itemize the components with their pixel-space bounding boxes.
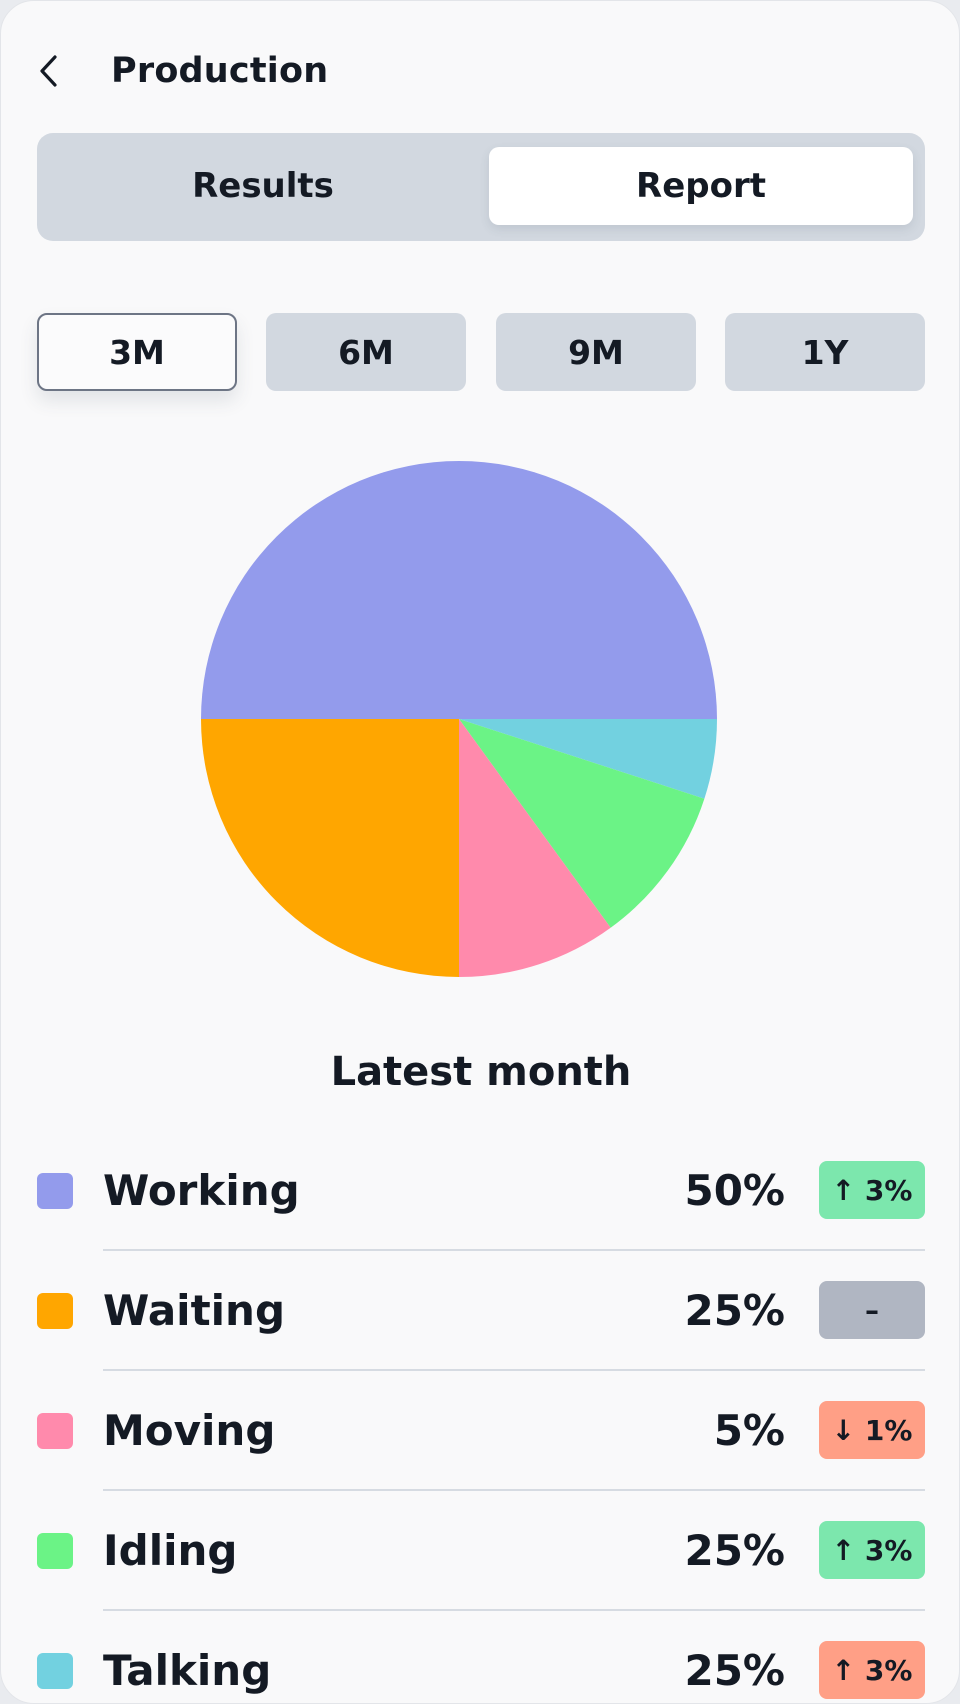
tab-report[interactable]: Report [489,147,913,225]
back-button[interactable] [37,41,77,101]
chevron-left-icon [40,55,57,87]
talking-swatch [37,1653,73,1689]
range-9m-button[interactable]: 9M [496,313,696,391]
trend-badge: ↑ 3% [819,1161,925,1219]
trend-badge: ↑ 3% [819,1641,925,1699]
divider [103,1369,925,1371]
moving-swatch [37,1413,73,1449]
legend-value: 5% [713,1406,785,1455]
view-switcher: Results Report [37,133,925,241]
pie-slice-talking [459,719,717,799]
trend-badge: – [819,1281,925,1339]
range-1y-button[interactable]: 1Y [725,313,925,391]
legend-row-working[interactable]: Working 50% ↑ 3% [37,1131,925,1251]
legend-label: Talking [103,1646,272,1695]
legend-value: 50% [684,1166,785,1215]
legend-value: 25% [684,1646,785,1695]
pie-slice-moving [459,719,611,977]
divider [103,1609,925,1611]
waiting-swatch [37,1293,73,1329]
pie-slice-working [201,461,717,719]
idling-swatch [37,1533,73,1569]
pie-slice-waiting [201,719,459,977]
range-6m-button[interactable]: 6M [266,313,466,391]
range-selector: 3M 6M 9M 1Y [37,313,925,391]
pie-slice-idling [459,719,705,928]
legend-row-talking[interactable]: Talking 25% ↑ 3% [37,1611,925,1703]
legend-label: Waiting [103,1286,286,1335]
legend-row-waiting[interactable]: Waiting 25% – [37,1251,925,1371]
legend-label: Moving [103,1406,276,1455]
page-title: Production [111,51,329,91]
working-swatch [37,1173,73,1209]
range-3m-button[interactable]: 3M [37,313,237,391]
tab-results[interactable]: Results [192,166,334,206]
legend-label: Idling [103,1526,238,1575]
legend-value: 25% [684,1286,785,1335]
trend-badge: ↓ 1% [819,1401,925,1459]
divider [103,1489,925,1491]
legend-row-moving[interactable]: Moving 5% ↓ 1% [37,1371,925,1491]
header: Production [37,41,328,101]
divider [103,1249,925,1251]
trend-badge: ↑ 3% [819,1521,925,1579]
pie-chart [201,461,717,977]
legend-value: 25% [684,1526,785,1575]
pie-chart-svg [201,461,717,977]
legend-label: Working [103,1166,300,1215]
chart-title: Latest month [330,1049,632,1095]
legend-row-idling[interactable]: Idling 25% ↑ 3% [37,1491,925,1611]
legend-list: Working 50% ↑ 3% Waiting 25% – Moving 5%… [37,1131,925,1703]
